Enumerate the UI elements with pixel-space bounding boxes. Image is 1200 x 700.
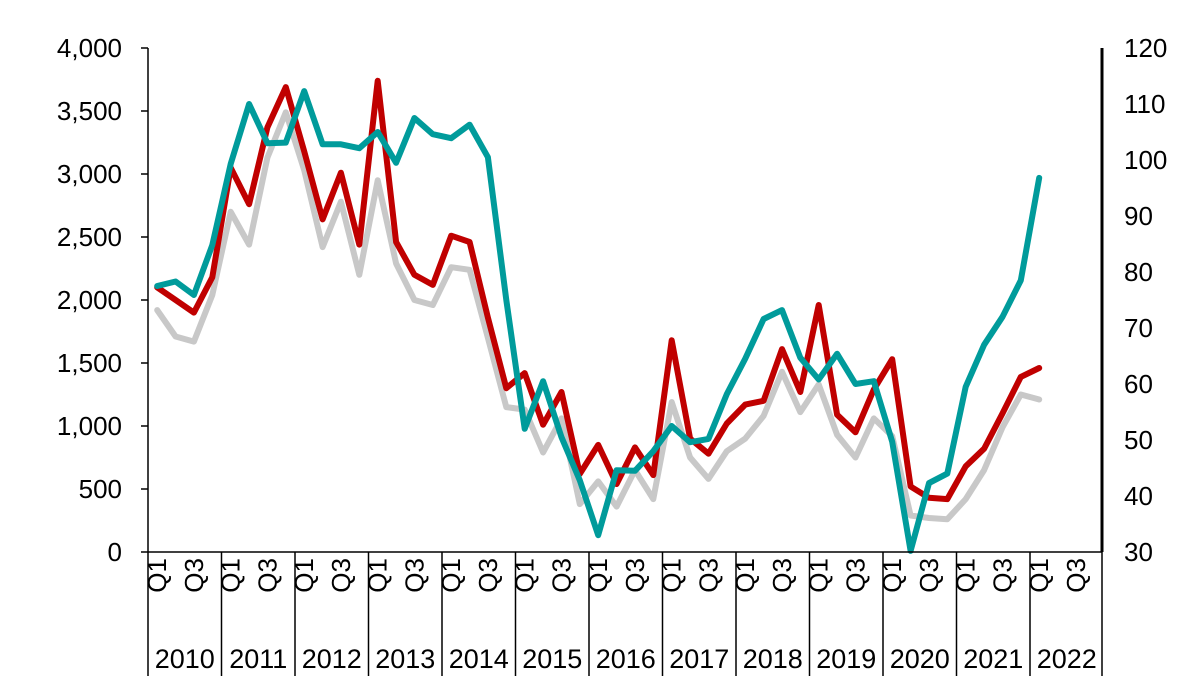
x-quarter-label: Q1 [142,558,172,593]
x-year-label: 2015 [522,644,582,674]
x-year-label: 2010 [155,644,215,674]
x-year-label: 2018 [743,644,803,674]
right-y-tick-label: 30 [1124,537,1153,567]
x-quarter-label: Q1 [804,558,834,593]
x-quarter-label: Q3 [546,558,576,593]
left-y-tick-label: 1,000 [57,411,122,441]
left-y-tick-label: 3,000 [57,159,122,189]
left-y-tick-label: 1,500 [57,348,122,378]
left-y-tick-label: 500 [79,474,122,504]
series-line-2 [154,77,1043,503]
right-y-tick-label: 110 [1124,89,1165,119]
x-quarter-label: Q1 [1024,558,1054,593]
x-quarter-label: Q3 [840,558,870,593]
left-y-tick-label: 2,000 [57,285,122,315]
x-quarter-label: Q1 [436,558,466,593]
right-y-tick-label: 120 [1124,33,1167,63]
right-y-tick-label: 40 [1124,481,1153,511]
x-axis-labels: Q1 Q3 Q1 Q3 Q1 Q3 Q1 Q3 Q1 Q3 Q1 Q3 Q1 Q3 Q1 Q3 Q1 Q3 Q1 Q3… [142,552,1103,676]
x-year-label: 2021 [963,644,1023,674]
x-quarter-label: Q3 [252,558,282,593]
x-year-label: 2019 [816,644,876,674]
x-quarter-label: Q1 [730,558,760,593]
x-quarter-label: Q1 [216,558,246,593]
x-quarter-label: Q1 [363,558,393,593]
x-quarter-label: Q3 [1061,558,1091,593]
right-y-tick-label: 100 [1124,145,1167,175]
x-quarter-label: Q1 [510,558,540,593]
x-quarter-label: Q1 [951,558,981,593]
x-year-label: 2017 [669,644,729,674]
x-quarter-label: Q3 [693,558,723,593]
x-quarter-label: Q3 [620,558,650,593]
left-y-tick-label: 3,500 [57,96,122,126]
right-y-tick-label: 70 [1124,313,1153,343]
left-y-tick-label: 4,000 [57,33,122,63]
right-y-axis-ticks: 30 40 50 60 70 80 90 100 110 120 [1124,33,1167,567]
series-layer [154,77,1043,554]
left-y-tick-label: 2,500 [57,222,122,252]
x-quarter-label: Q3 [399,558,429,593]
x-year-label: 2022 [1037,644,1097,674]
x-quarter-label: Q3 [326,558,356,593]
x-quarter-label: Q3 [914,558,944,593]
x-year-label: 2013 [375,644,435,674]
x-year-label: 2011 [229,644,287,674]
left-y-tick-label: 0 [108,537,122,567]
series-line-3 [154,88,1043,554]
x-year-label: 2020 [890,644,950,674]
x-year-label: 2016 [596,644,656,674]
x-quarter-label: Q1 [657,558,687,593]
x-year-label: 2012 [302,644,362,674]
x-quarter-label: Q1 [289,558,319,593]
right-y-tick-label: 90 [1124,201,1153,231]
x-year-label: 2014 [449,644,509,674]
right-y-tick-label: 50 [1124,425,1153,455]
x-quarter-label: Q1 [877,558,907,593]
x-quarter-label: Q3 [179,558,209,593]
x-quarter-label: Q1 [583,558,613,593]
x-quarter-label: Q3 [473,558,503,593]
left-y-axis-ticks: 0 500 1,000 1,500 2,000 2,500 3,000 3,500 4,000 [57,33,148,567]
right-y-tick-label: 60 [1124,369,1153,399]
x-quarter-label: Q3 [987,558,1017,593]
x-quarter-label: Q3 [767,558,797,593]
right-y-tick-label: 80 [1124,257,1153,287]
